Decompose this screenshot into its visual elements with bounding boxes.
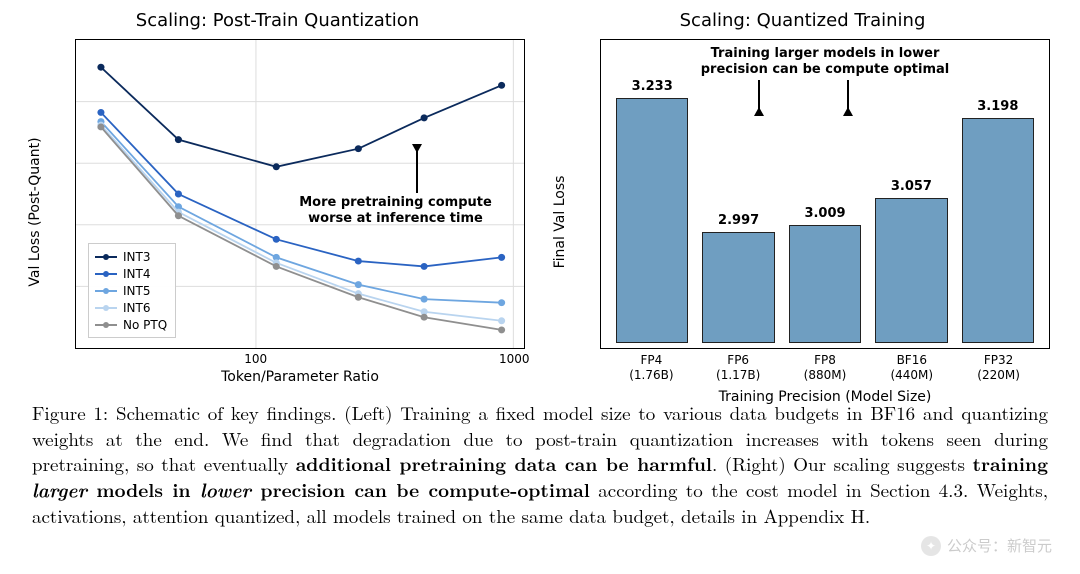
caption-mid: . (Right) Our scaling suggests bbox=[712, 450, 973, 477]
legend-swatch bbox=[95, 256, 117, 258]
legend-label: No PTQ bbox=[123, 318, 167, 332]
bar-value-label: 3.198 bbox=[977, 99, 1018, 114]
left-annotation-arrow bbox=[416, 145, 418, 193]
legend-row: INT5 bbox=[95, 282, 167, 299]
legend-row: INT3 bbox=[95, 248, 167, 265]
caption-bold2c: models in bbox=[87, 475, 200, 503]
bar-area: 3.2332.9973.0093.0573.198 bbox=[616, 60, 1034, 343]
left-xtick: 1000 bbox=[499, 352, 530, 366]
charts-row: Scaling: Post-Train Quantization INT3INT… bbox=[30, 10, 1050, 380]
left-chart-panel: Scaling: Post-Train Quantization INT3INT… bbox=[30, 10, 525, 380]
legend-swatch bbox=[95, 307, 117, 309]
legend-row: No PTQ bbox=[95, 316, 167, 333]
bar-value-label: 3.009 bbox=[804, 206, 845, 221]
bar: 3.057 bbox=[875, 198, 947, 343]
bar-xtick-row: FP4(1.76B) FP6(1.17B) FP8(880M) BF16(440M) F… bbox=[600, 353, 1050, 383]
figure-caption: Figure 1: Schematic of key findings. (Le… bbox=[30, 400, 1050, 528]
legend-swatch bbox=[95, 290, 117, 292]
watermark: ✦ 公众号：新智元 bbox=[921, 535, 1052, 556]
left-annotation-line2: worse at inference time bbox=[308, 211, 483, 226]
bar-xtick: FP8(880M) bbox=[789, 353, 862, 383]
left-plot-area: INT3 INT4 INT5 INT6 No PTQ More pretraining … bbox=[75, 39, 525, 349]
legend-label: INT6 bbox=[123, 301, 150, 315]
caption-bold2a: training bbox=[973, 449, 1048, 477]
bar: 3.198 bbox=[962, 118, 1034, 343]
wechat-icon: ✦ bbox=[921, 536, 941, 556]
legend-row: INT4 bbox=[95, 265, 167, 282]
watermark-label: 公众号：新智元 bbox=[947, 535, 1052, 556]
bar-xtick: FP4(1.76B) bbox=[615, 353, 688, 383]
legend-label: INT4 bbox=[123, 267, 150, 281]
bar-xtick: BF16(440M) bbox=[875, 353, 948, 383]
bar-value-label: 2.997 bbox=[718, 213, 759, 228]
right-plot-area: Training larger models in lower precisio… bbox=[600, 39, 1050, 349]
left-annotation-line1: More pretraining compute bbox=[299, 195, 492, 210]
bar-xtick: FP32(220M) bbox=[962, 353, 1035, 383]
bar-value-label: 3.233 bbox=[632, 79, 673, 94]
left-xlabel: Token/Parameter Ratio bbox=[75, 369, 525, 385]
right-xlabel: Training Precision (Model Size) bbox=[600, 389, 1050, 405]
right-chart-panel: Scaling: Quantized Training Training lar… bbox=[555, 10, 1050, 380]
left-annotation: More pretraining compute worse at infere… bbox=[283, 195, 508, 226]
bar-value-label: 3.057 bbox=[891, 179, 932, 194]
right-annotation-line1: Training larger models in lower bbox=[711, 46, 940, 61]
legend-label: INT3 bbox=[123, 250, 150, 264]
right-ylabel: Final Val Loss bbox=[552, 176, 568, 269]
left-ylabel: Val Loss (Post-Quant) bbox=[27, 137, 43, 286]
caption-bold2d: lower bbox=[200, 475, 251, 503]
bar: 2.997 bbox=[702, 232, 774, 344]
right-chart-title: Scaling: Quantized Training bbox=[555, 10, 1050, 31]
left-xtick: 100 bbox=[244, 352, 267, 366]
left-chart-title: Scaling: Post-Train Quantization bbox=[30, 10, 525, 31]
bar-xtick: FP6(1.17B) bbox=[702, 353, 775, 383]
caption-bold2b: larger bbox=[32, 475, 87, 503]
caption-bold2e: precision can be compute-optimal bbox=[251, 475, 590, 503]
bar: 3.233 bbox=[616, 98, 688, 343]
legend-row: INT6 bbox=[95, 299, 167, 316]
legend: INT3 INT4 INT5 INT6 No PTQ bbox=[88, 243, 176, 338]
caption-bold1: additional pretraining data can be harmf… bbox=[296, 449, 712, 477]
legend-swatch bbox=[95, 273, 117, 275]
bar: 3.009 bbox=[789, 225, 861, 343]
legend-label: INT5 bbox=[123, 284, 150, 298]
legend-swatch bbox=[95, 324, 117, 326]
